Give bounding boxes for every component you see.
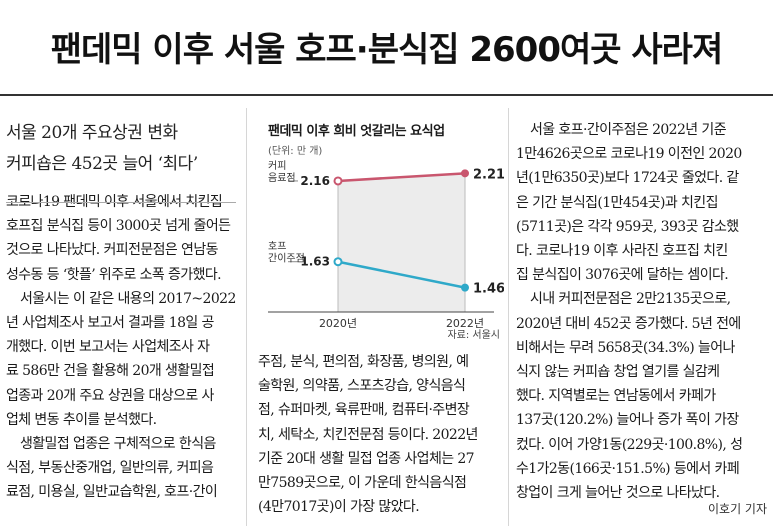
text-line: 치, 세탁소, 치킨전문점 등이다. 2022년	[258, 426, 478, 443]
column-divider	[246, 108, 247, 526]
data-point	[461, 283, 469, 292]
text-line: 료 586만 건을 활용해 20개 생활밀접	[6, 363, 215, 380]
column-divider	[508, 108, 509, 526]
text-line: 식지 않는 커피숍 창업 열기를 실감케	[516, 364, 720, 381]
data-label: 2.21	[473, 167, 504, 182]
text-line: 것으로 나타났다. 커피전문점은 연남동	[6, 242, 218, 259]
text-line: 2020년 대비 452곳 증가했다. 5년 전에	[516, 315, 741, 332]
x-tick-label: 2022년	[446, 317, 484, 330]
subheadings: 서울 20개 주요상권 변화 커피숍은 452곳 늘어 ‘최다’	[6, 118, 242, 180]
chart-source: 자료: 서울시	[447, 330, 500, 341]
data-point	[461, 169, 469, 178]
text-line: 137곳(120.2%) 늘어나 증가 폭이 가장	[516, 412, 739, 429]
text-line: 성수동 등 ‘핫플’ 위주로 소폭 증가했다.	[6, 266, 222, 283]
text-line: 만7589곳으로, 이 가운데 한식음식점	[258, 475, 467, 492]
text-line: 서울시는 이 같은 내용의 2017~2022	[20, 290, 236, 307]
series-name: 음료점	[268, 172, 296, 184]
article-column-1: 서울 20개 주요상권 변화 커피숍은 452곳 늘어 ‘최다’ 코로나19 팬…	[6, 118, 242, 505]
text-line: 컸다. 이어 가양1동(229곳·100.8%), 성	[516, 436, 743, 453]
data-label: 2.16	[300, 174, 330, 188]
subheading-1: 서울 20개 주요상권 변화	[6, 123, 178, 143]
data-label: 1.46	[473, 282, 504, 297]
byline: 이호기 기자	[707, 502, 767, 516]
text-line: 기준 20대 생활 밀접 업종 사업체는 27	[258, 450, 475, 467]
headline-rule	[0, 94, 773, 96]
text-line: 다. 코로나19 이후 사라진 호프집 치킨	[516, 243, 728, 260]
article-body-col3: 서울 호프·간이주점은 2022년 기준 1만4626곳으로 코로나19 이전인 …	[516, 118, 773, 505]
text-line: 술학원, 의약품, 스포츠강습, 양식음식	[258, 378, 466, 395]
subheading-2: 커피숍은 452곳 늘어 ‘최다’	[6, 154, 198, 174]
data-point	[333, 176, 343, 186]
text-line: (4만7017곳)이 가장 많았다.	[258, 499, 420, 516]
text-line: 했다. 지역별로는 연남동에서 카페가	[516, 388, 716, 405]
x-tick-label: 2020년	[319, 317, 357, 330]
series-name: 간이주점	[268, 253, 305, 265]
chart-area	[338, 173, 465, 312]
series-line	[337, 260, 466, 289]
series-name: 호프	[268, 241, 286, 253]
text-line: 료점, 미용실, 일반교습학원, 호프·간이	[6, 484, 218, 501]
text-line: 창업이 크게 늘어난 것으로 나타났다.	[516, 485, 720, 502]
article-body-col1: 코로나19 팬데믹 이후 서울에서 치킨집 호프집 분식집 등이 3000곳 넘게…	[6, 190, 242, 505]
text-line: 년 사업체조사 보고서 결과를 18일 공	[6, 315, 214, 332]
text-line: 업체 변동 추이를 분석했다.	[6, 411, 157, 428]
text-line: 업종과 20개 주요 상권을 대상으로 사	[6, 387, 214, 404]
series-name: 커피	[268, 160, 286, 172]
series-line	[337, 172, 466, 183]
text-line: 생활밀접 업종은 구체적으로 한식음	[20, 436, 216, 453]
data-label: 1.63	[300, 255, 330, 269]
text-line: 서울 호프·간이주점은 2022년 기준	[530, 122, 727, 138]
chart: 팬데믹 이후 희비 엇갈리는 요식업 (단위: 만 개) 2020년 2022년 2…	[258, 112, 504, 342]
text-line: 식점, 부동산중개업, 일반의류, 커피음	[6, 460, 214, 477]
text-line: 집 분식집이 3076곳에 달하는 셈이다.	[516, 267, 729, 284]
chart-unit: (단위: 만 개)	[268, 146, 323, 157]
text-line: 은 기간 분식집(1만454곳)과 치킨집	[516, 194, 718, 211]
headline: 팬데믹 이후 서울 호프·분식집 2600여곳 사라져	[50, 30, 724, 70]
text-line: (5711곳)은 각각 959곳, 393곳 감소했	[516, 218, 739, 235]
text-line: 수1가2동(166곳·151.5%) 등에서 카페	[516, 460, 740, 477]
chart-title: 팬데믹 이후 희비 엇갈리는 요식업	[268, 124, 445, 139]
text-line: 시내 커피전문점은 2만2135곳으로,	[530, 291, 731, 308]
text-line: 1만4626곳으로 코로나19 이전인 2020	[516, 146, 742, 163]
text-line: 주점, 분식, 편의점, 화장품, 병의원, 예	[258, 354, 469, 370]
subheading-rule	[6, 202, 236, 203]
text-line: 비해서는 무려 5658곳(34.3%) 늘어나	[516, 339, 735, 356]
text-line: 개했다. 이번 보고서는 사업체조사 자	[6, 339, 210, 356]
text-line: 점, 슈퍼마켓, 육류판매, 컴퓨터·주변장	[258, 402, 470, 419]
data-point	[333, 257, 343, 267]
text-line: 호프집 분식집 등이 3000곳 넘게 줄어든	[6, 218, 231, 235]
text-line: 년(1만6350곳)보다 1724곳 줄었다. 같	[516, 170, 739, 187]
